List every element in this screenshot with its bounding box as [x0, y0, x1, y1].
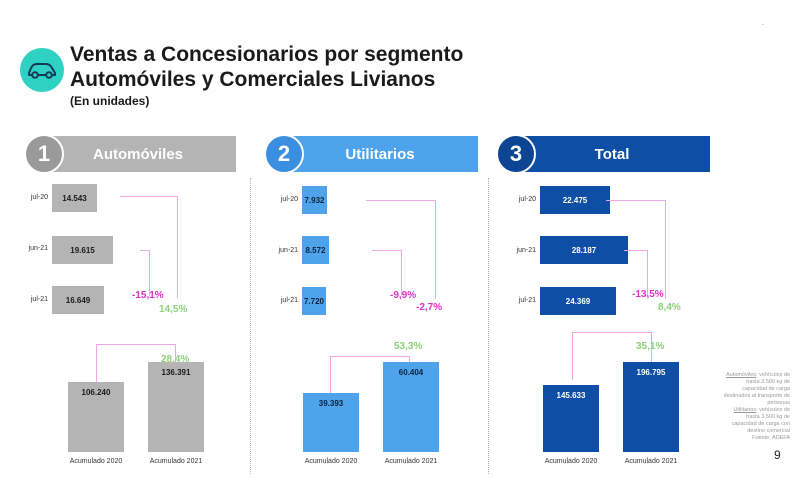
badge-number-3: 3 — [496, 134, 536, 174]
vbar-automoviles-2021: 136.391 — [148, 362, 204, 452]
row-label: jun-21 — [28, 245, 48, 252]
vbar-value: 39.393 — [318, 399, 344, 408]
row-label: jul-20 — [518, 196, 536, 203]
row-label: jun-21 — [278, 247, 298, 254]
hbar-utilitarios-jul21: 7.720 — [302, 287, 326, 315]
banner-label: Utilitarios — [345, 145, 415, 163]
hbar-automoviles-jun21: 19.615 — [52, 236, 113, 264]
banner-utilitarios: Utilitarios — [282, 136, 478, 172]
pct-year-change: -2,7% — [416, 302, 443, 313]
car-icon — [28, 63, 56, 79]
vbar-label: Acumulado 2021 — [624, 458, 678, 465]
hbar-value: 22.475 — [562, 195, 588, 205]
vbar-automoviles-2020: 106.240 — [68, 382, 124, 452]
hbar-utilitarios-jun21: 8.572 — [302, 236, 329, 264]
badge-number-2: 2 — [264, 134, 304, 174]
hbar-value: 24.369 — [565, 296, 591, 306]
vbar-value: 145.633 — [556, 391, 586, 400]
logo-badge — [20, 48, 64, 92]
hbar-value: 28.187 — [571, 245, 597, 255]
divider-2 — [488, 178, 489, 474]
vbar-utilitarios-2021: 60.404 — [383, 362, 439, 452]
vbar-label: Acumulado 2020 — [69, 458, 123, 465]
pct-cumulative-change: 53,3% — [394, 341, 423, 352]
vbar-utilitarios-2020: 39.393 — [303, 393, 359, 452]
hbar-value: 7.932 — [304, 195, 325, 205]
row-label: jul-21 — [30, 296, 48, 303]
vbar-value: 196.795 — [636, 368, 666, 377]
connector-yoy — [366, 200, 436, 299]
vbar-label: Acumulado 2021 — [384, 458, 438, 465]
footnote-autos-def: : vehículos de hasta 3.500 kg de capacid… — [723, 372, 790, 406]
vbar-label: Acumulado 2020 — [544, 458, 598, 465]
corner-mark: - — [762, 22, 764, 28]
hbar-total-jul21: 24.369 — [540, 287, 616, 315]
pct-year-change: 8,4% — [658, 302, 681, 313]
pct-cumulative-change: 35,1% — [636, 341, 665, 352]
hbar-value: 7.720 — [303, 296, 325, 306]
page-number: 9 — [774, 448, 781, 462]
pct-month-change: -15,1% — [132, 290, 164, 301]
divider-1 — [250, 178, 251, 474]
vbar-total-2020: 145.633 — [543, 385, 599, 452]
title-line-2: Automóviles y Comerciales Livianos — [70, 68, 436, 91]
connector-mom — [624, 250, 648, 296]
connector-yoy — [120, 196, 178, 298]
hbar-value: 14.543 — [62, 193, 87, 203]
footnote-util-term: Utilitarios — [733, 407, 757, 413]
vbar-label: Acumulado 2021 — [149, 458, 203, 465]
footnote-source: Fuente: ADEFA — [752, 435, 790, 441]
pct-cumulative-change: 28,4% — [161, 354, 190, 365]
connector-mom — [372, 250, 402, 296]
row-label: jun-21 — [516, 247, 536, 254]
pct-month-change: -13,5% — [632, 289, 664, 300]
badge-number-1: 1 — [24, 134, 64, 174]
title-line-1: Ventas a Concesionarios por segmento — [70, 43, 464, 66]
hbar-automoviles-jul20: 14.543 — [52, 184, 97, 212]
vbar-value: 136.391 — [161, 368, 191, 377]
connector-cumulative — [572, 332, 652, 380]
vbar-label: Acumulado 2020 — [304, 458, 358, 465]
page-title: Ventas a Concesionarios por segmento Aut… — [70, 42, 463, 92]
pct-year-change: 14,5% — [159, 304, 188, 315]
connector-mom — [140, 250, 150, 296]
footnote-util-def: : vehículos de hasta 3.500 kg de capacid… — [731, 407, 790, 434]
hbar-total-jul20: 22.475 — [540, 186, 610, 214]
hbar-value: 16.649 — [65, 295, 91, 305]
row-label: jul-21 — [280, 297, 298, 304]
hbar-value: 19.615 — [70, 245, 95, 255]
vbar-value: 60.404 — [398, 368, 424, 377]
page-subtitle: (En unidades) — [70, 94, 150, 108]
hbar-total-jun21: 28.187 — [540, 236, 628, 264]
connector-yoy — [606, 200, 666, 299]
hbar-automoviles-jul21: 16.649 — [52, 286, 104, 314]
banner-automoviles: Automóviles — [40, 136, 236, 172]
banner-label: Automóviles — [92, 145, 183, 163]
footnote: Automóviles: vehículos de hasta 3.500 kg… — [722, 372, 790, 442]
banner-label: Total — [594, 145, 630, 163]
row-label: jul-20 — [30, 194, 48, 201]
footnote-autos-term: Automóviles — [726, 372, 757, 378]
hbar-value: 8.572 — [305, 245, 326, 255]
banner-total: Total — [514, 136, 710, 172]
pct-month-change: -9,9% — [390, 290, 417, 301]
row-label: jul-21 — [518, 297, 536, 304]
vbar-total-2021: 196.795 — [623, 362, 679, 452]
row-label: jul-20 — [280, 196, 298, 203]
vbar-value: 106.240 — [81, 388, 111, 397]
hbar-utilitarios-jul20: 7.932 — [302, 186, 327, 214]
